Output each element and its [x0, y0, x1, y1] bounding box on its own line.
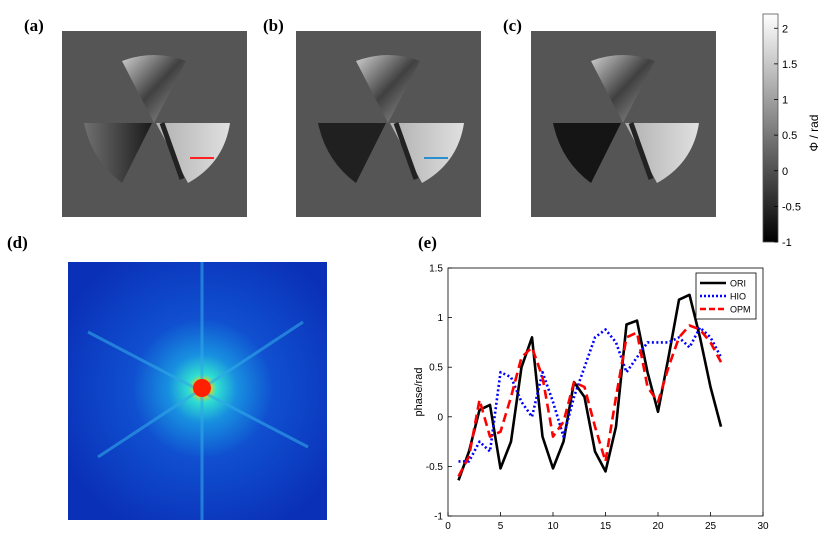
y-tick-label: 0	[437, 412, 443, 423]
diffraction-pattern	[68, 262, 327, 520]
phase-image-a	[62, 31, 247, 217]
legend-label-hio: HIO	[730, 292, 746, 302]
colorbar-tick-label: 1	[782, 95, 788, 107]
y-tick-label: -0.5	[426, 462, 444, 473]
colorbar-tick-label: -0.5	[782, 201, 801, 213]
x-tick-label: 5	[498, 521, 504, 532]
legend-label-ori: ORI	[730, 279, 746, 289]
colorbar-label: Φ / rad	[807, 115, 821, 152]
panel-label-e: (e)	[418, 233, 437, 252]
y-tick-label: -1	[434, 512, 443, 523]
y-tick-label: 0.5	[429, 363, 443, 374]
colorbar-tick-label: -1	[782, 237, 792, 248]
colorbar-tick-label: 0.5	[782, 130, 797, 142]
series-line-ori	[457, 293, 723, 481]
panel-label-a: (a)	[24, 16, 44, 35]
y-tick-label: 1.5	[429, 264, 443, 275]
legend-label-opm: OPM	[730, 305, 751, 315]
panel-label-d: (d)	[7, 233, 28, 252]
x-tick-label: 0	[445, 521, 451, 532]
colorbar: 2 1.5 1 0.5 0 -0.5 -1 Φ / rad	[762, 13, 821, 248]
phase-image-b	[296, 31, 481, 217]
colorbar-tick-label: 0	[782, 166, 788, 178]
y-axis-label: phase/rad	[413, 368, 425, 417]
y-tick-label: 1	[437, 313, 443, 324]
line-chart: 0 5 10 15 20 25 30 -1 -0.5 0 0.5 1 1.5 phase/rad OR…	[413, 264, 769, 533]
x-tick-label: 20	[652, 521, 664, 532]
x-tick-label: 15	[600, 521, 612, 532]
series-line-opm	[457, 324, 723, 477]
x-tick-label: 25	[705, 521, 717, 532]
colorbar-gradient	[762, 13, 779, 243]
legend: ORI HIO OPM	[695, 272, 757, 320]
colorbar-tick-label: 2	[782, 23, 788, 35]
panel-label-c: (c)	[503, 16, 522, 35]
x-tick-label: 30	[757, 521, 769, 532]
colorbar-tick-label: 1.5	[782, 59, 797, 71]
phase-image-c	[531, 31, 716, 217]
panel-label-b: (b)	[263, 16, 284, 35]
x-tick-label: 10	[547, 521, 559, 532]
